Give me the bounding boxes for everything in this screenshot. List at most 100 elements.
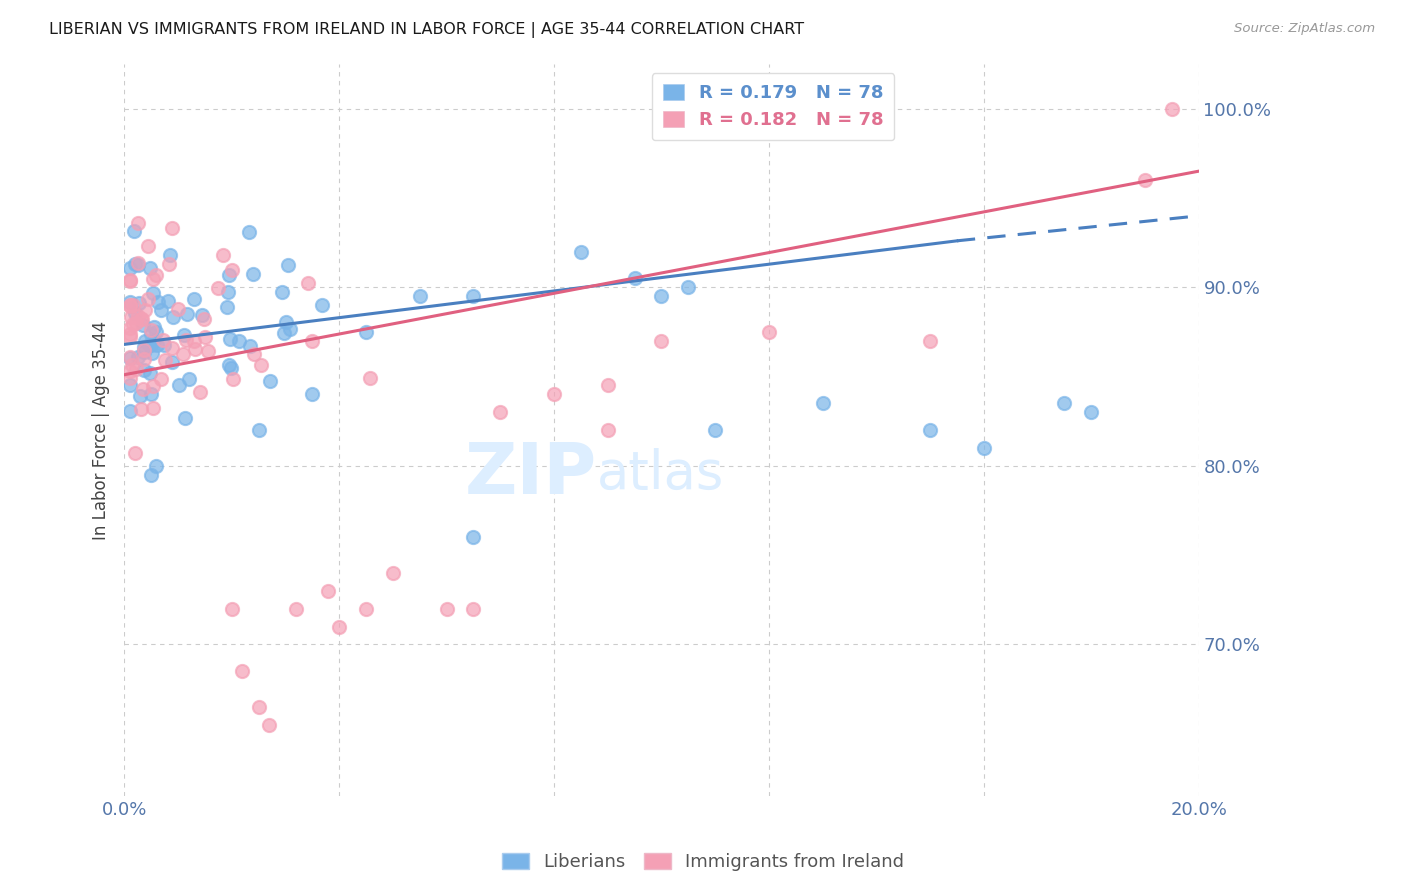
Point xyxy=(408,289,430,303)
Point xyxy=(173,328,195,343)
Point xyxy=(118,404,141,418)
Point xyxy=(134,302,156,317)
Point xyxy=(122,298,145,312)
Point xyxy=(157,257,180,271)
Point xyxy=(118,260,141,275)
Point xyxy=(155,353,177,368)
Point xyxy=(157,293,180,308)
Point xyxy=(136,292,159,306)
Text: ZIP: ZIP xyxy=(465,440,598,508)
Legend: R = 0.179   N = 78, R = 0.182   N = 78: R = 0.179 N = 78, R = 0.182 N = 78 xyxy=(652,73,894,140)
Point xyxy=(118,273,141,287)
Point xyxy=(463,530,485,544)
Point xyxy=(271,285,294,299)
Point xyxy=(311,298,333,312)
Point xyxy=(142,379,165,393)
Point xyxy=(217,301,239,315)
Point xyxy=(650,289,672,303)
Point xyxy=(183,334,205,348)
Point xyxy=(193,311,215,326)
Point xyxy=(127,258,149,272)
Point xyxy=(127,216,149,230)
Point xyxy=(1160,102,1182,116)
Point xyxy=(297,276,319,290)
Point xyxy=(169,377,191,392)
Point xyxy=(217,285,239,299)
Point xyxy=(277,258,299,272)
Point xyxy=(354,601,377,615)
Point xyxy=(228,334,250,348)
Point xyxy=(132,318,155,332)
Point xyxy=(118,350,141,364)
Point xyxy=(160,341,183,355)
Point xyxy=(129,312,152,326)
Point xyxy=(132,382,155,396)
Point xyxy=(436,601,458,615)
Point xyxy=(127,256,149,270)
Point xyxy=(811,396,834,410)
Point xyxy=(124,446,146,460)
Point xyxy=(543,387,565,401)
Point xyxy=(381,566,404,580)
Point xyxy=(221,262,243,277)
Point xyxy=(162,220,184,235)
Point xyxy=(191,308,214,322)
Point xyxy=(207,280,229,294)
Point xyxy=(247,699,270,714)
Point xyxy=(650,334,672,348)
Point xyxy=(118,371,141,385)
Point xyxy=(159,248,181,262)
Point xyxy=(242,267,264,281)
Point xyxy=(143,334,166,349)
Point xyxy=(221,601,243,615)
Point xyxy=(141,386,163,401)
Point xyxy=(118,299,141,313)
Point xyxy=(194,330,217,344)
Point xyxy=(124,257,146,271)
Point xyxy=(142,286,165,301)
Point xyxy=(218,268,240,282)
Point xyxy=(142,272,165,286)
Point xyxy=(758,325,780,339)
Point xyxy=(146,337,169,351)
Point xyxy=(120,294,142,309)
Legend: Liberians, Immigrants from Ireland: Liberians, Immigrants from Ireland xyxy=(495,846,911,879)
Point xyxy=(623,271,645,285)
Point xyxy=(238,225,260,239)
Point xyxy=(569,244,592,259)
Point xyxy=(222,372,245,386)
Point xyxy=(132,352,155,367)
Point xyxy=(145,458,167,473)
Point xyxy=(489,405,512,419)
Point xyxy=(121,358,143,372)
Point xyxy=(354,325,377,339)
Point xyxy=(167,302,190,317)
Point xyxy=(243,347,266,361)
Point xyxy=(247,423,270,437)
Point xyxy=(188,384,211,399)
Point xyxy=(1053,396,1076,410)
Point xyxy=(145,268,167,282)
Point xyxy=(132,343,155,357)
Point xyxy=(125,316,148,330)
Point xyxy=(328,619,350,633)
Point xyxy=(139,467,162,482)
Point xyxy=(172,347,194,361)
Point xyxy=(174,411,197,425)
Point xyxy=(118,298,141,312)
Point xyxy=(359,371,381,385)
Point xyxy=(118,274,141,288)
Point xyxy=(138,338,160,352)
Point xyxy=(239,338,262,352)
Point xyxy=(174,334,197,348)
Point xyxy=(152,333,174,347)
Point xyxy=(704,423,727,437)
Point xyxy=(118,378,141,392)
Point xyxy=(596,378,619,392)
Point xyxy=(183,292,205,306)
Point xyxy=(212,248,235,262)
Point xyxy=(184,342,207,356)
Point xyxy=(160,355,183,369)
Point xyxy=(134,334,156,348)
Point xyxy=(129,402,152,417)
